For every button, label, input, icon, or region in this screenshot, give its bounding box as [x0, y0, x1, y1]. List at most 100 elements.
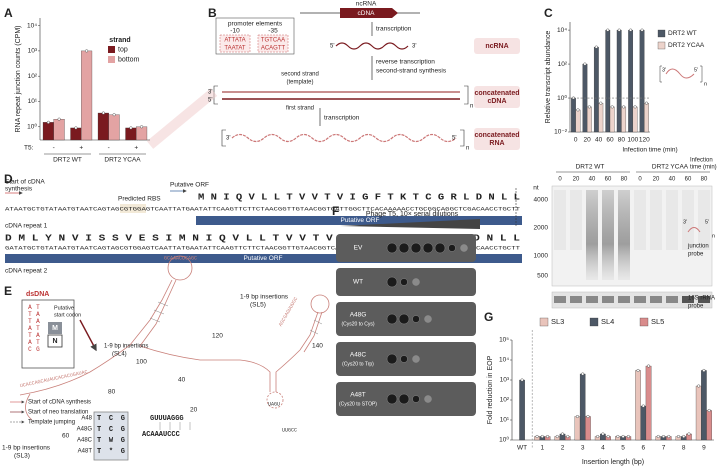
dna-sequence: ATAATGCTGTATAATGTAATCAGTAGCGTGGAGTCAATTA… [5, 206, 520, 212]
x-tick-label: 1 [540, 445, 544, 452]
bar [632, 106, 638, 133]
x-tick-label: - [108, 145, 110, 152]
y-axis-label: RNA repeat junction counts (CPM) [15, 26, 22, 133]
label: UUGCC [282, 427, 297, 433]
bar-dot [633, 105, 637, 109]
bar-dot [656, 434, 660, 438]
gel-lane [554, 190, 566, 250]
bar-dot [687, 432, 691, 436]
bar-dot [546, 434, 550, 438]
plaque-spot [386, 353, 398, 365]
label: concatenated [474, 90, 519, 97]
rrna-band [698, 296, 710, 303]
label: n [704, 81, 707, 87]
plaque-spot [434, 242, 446, 254]
bar-dot [129, 126, 133, 130]
label: (Cys20 to STOP) [339, 401, 377, 407]
label: first strand [286, 106, 314, 112]
bar [695, 385, 702, 441]
bar-dot [667, 434, 671, 438]
bar [621, 106, 627, 133]
label: ACAAAUCCC [142, 431, 180, 439]
label: 3' [662, 67, 666, 73]
legend-swatch [639, 317, 649, 327]
label: Infection [690, 158, 713, 164]
x-axis-label: Infection time (min) [622, 147, 677, 154]
label: transcription [376, 26, 412, 33]
x-tick-label: - [53, 145, 55, 152]
x-tick-label: 6 [641, 445, 645, 452]
bar-dot [575, 414, 579, 418]
label: cDNA [358, 10, 376, 17]
y-tick-label: 10⁴ [557, 27, 567, 34]
plaque-spot [386, 393, 398, 405]
legend-label: DRT2 YCAA [668, 42, 705, 49]
bar [574, 416, 581, 441]
label: synthesis [5, 186, 33, 193]
rrna-band [666, 296, 678, 303]
label: 1-9 bp insertions [240, 294, 289, 301]
x-tick-label: 2 [561, 445, 565, 452]
plaque-spot [412, 395, 420, 403]
rrna-band [570, 296, 582, 303]
label: (SL5) [250, 302, 266, 309]
position: 20 [190, 407, 198, 414]
bar-dot [540, 434, 544, 438]
gel-lane [618, 190, 630, 280]
label: junction [687, 244, 709, 250]
legend-swatch [657, 41, 666, 50]
label: 5' [208, 98, 212, 104]
label: Putative [54, 305, 74, 311]
y-tick-label: 10¹ [500, 417, 510, 424]
bar-dot [576, 108, 580, 112]
gel-lane [682, 190, 694, 250]
label: ATTATAC [26, 304, 33, 353]
label: -10 [230, 28, 240, 35]
rrna-band [602, 296, 614, 303]
dna-sequence: GATATGCTGTATAATGTAATCAGTAGCGTGGAGTCAATTA… [5, 245, 520, 251]
bar-dot [606, 28, 610, 32]
label: A48G [350, 312, 367, 319]
bar-dot [101, 111, 105, 115]
x-tick-label: 4 [601, 445, 605, 452]
label: Putative ORF [170, 182, 209, 189]
label: 1-9 bp insertions [2, 445, 51, 452]
bar-dot [702, 368, 706, 372]
bar [42, 122, 54, 141]
panel-letter: E [4, 284, 12, 298]
gel-lane [634, 190, 646, 250]
legend-swatch [108, 46, 115, 53]
bar [571, 97, 576, 133]
panel-b-art [146, 8, 520, 150]
label: 3' [208, 90, 212, 96]
bar-dot [636, 368, 640, 372]
label: Predicted RBS [118, 196, 161, 203]
bar [108, 114, 120, 141]
label: second strand [281, 72, 319, 78]
bar-dot [662, 434, 666, 438]
label: (Cys20 to Trp) [342, 361, 374, 367]
bar [519, 379, 525, 441]
plaque-spot [412, 278, 420, 286]
label: cDNA repeat 1 [5, 223, 48, 230]
y-tick-label: 10² [558, 61, 568, 68]
label: Start of cDNA [5, 179, 45, 186]
y-tick-label: 10⁰ [499, 436, 509, 444]
plaque-spot [422, 242, 434, 254]
bar [640, 405, 647, 441]
legend-label: top [118, 46, 128, 53]
label: UAGU [268, 401, 280, 407]
bar-dot [112, 113, 116, 117]
rrna-band [618, 296, 630, 303]
label: A48T [350, 392, 366, 399]
sequence: ACAGTT [261, 46, 286, 52]
gel-lane [570, 190, 582, 250]
x-tick-label: 7 [662, 445, 666, 452]
label: DRT2 WT [576, 164, 605, 171]
x-tick-label: WT [517, 445, 527, 452]
label: TCG [97, 426, 125, 434]
bar-dot [85, 49, 89, 53]
x-tick-label: 9 [702, 445, 706, 452]
bar-dot [596, 434, 600, 438]
